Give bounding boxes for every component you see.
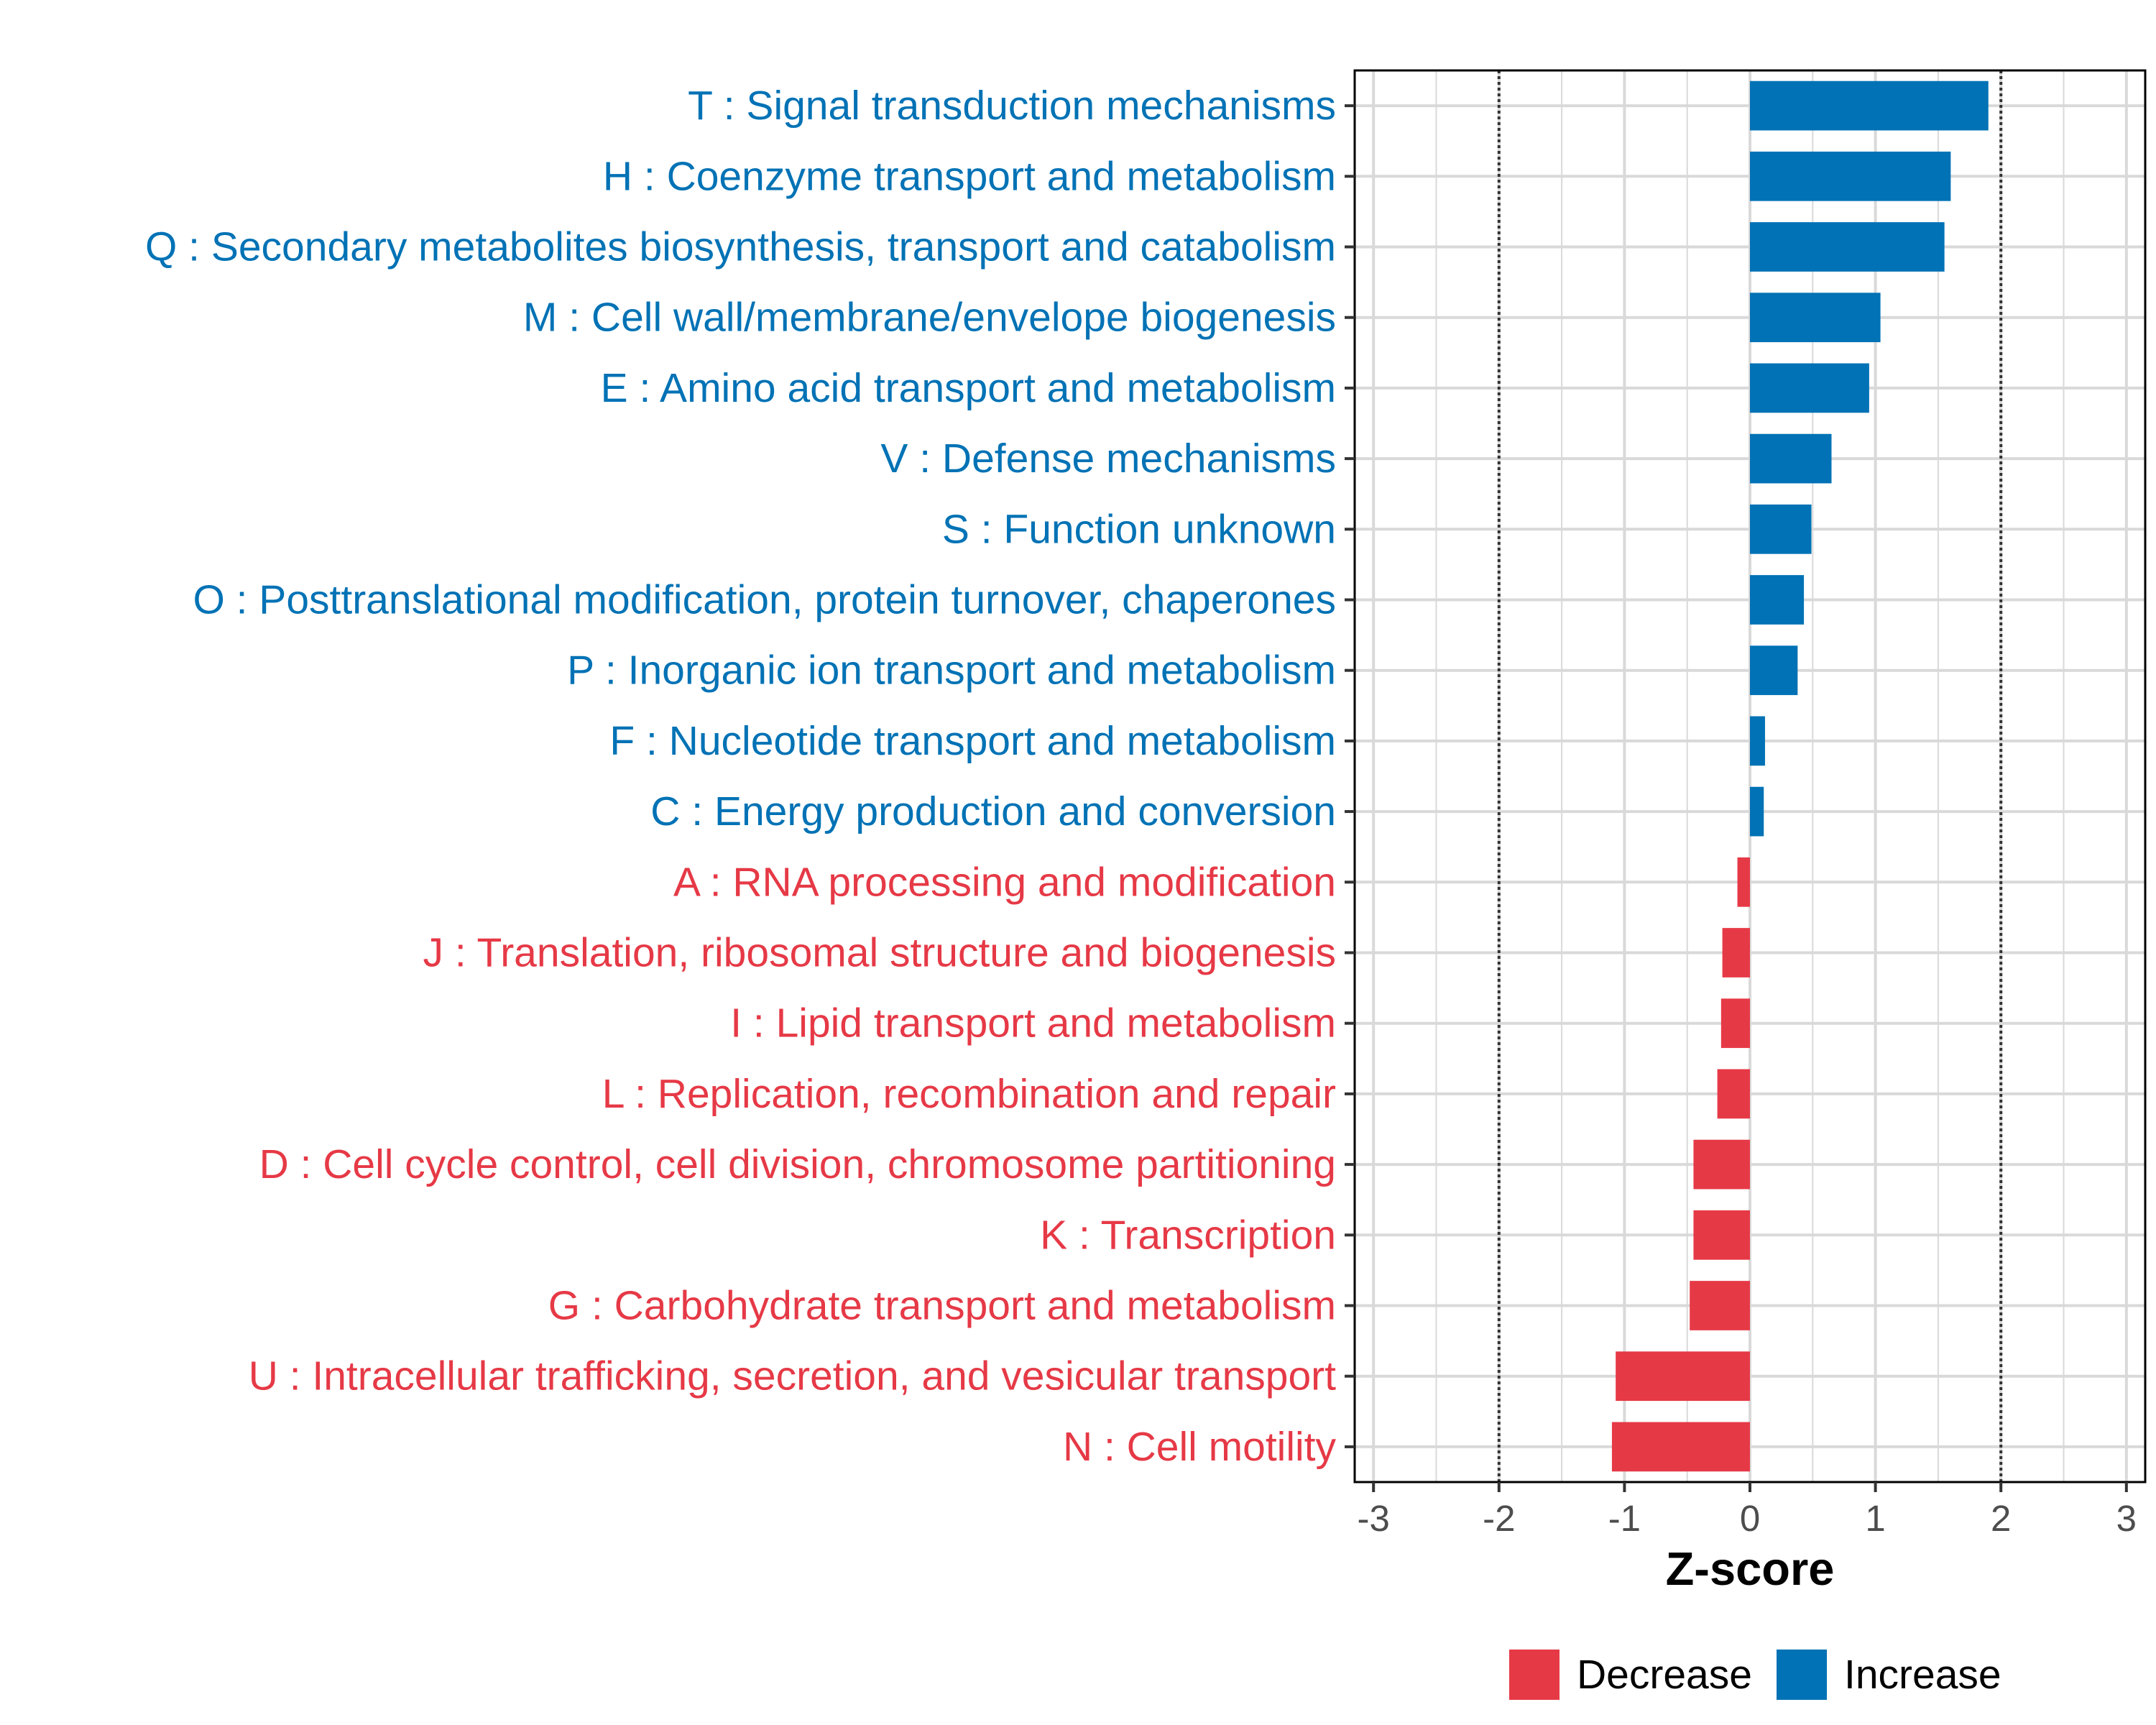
- bar: [1611, 1422, 1750, 1472]
- bar: [1693, 1210, 1750, 1260]
- bar: [1750, 645, 1798, 696]
- x-tick-label: 2: [1991, 1498, 2011, 1539]
- category-label: J : Translation, ribosomal structure and…: [423, 930, 1336, 976]
- category-label: Q : Secondary metabolites biosynthesis, …: [145, 224, 1336, 270]
- category-label: C : Energy production and conversion: [650, 788, 1336, 834]
- x-tick-label: -2: [1483, 1498, 1515, 1539]
- legend-swatch-increase: [1777, 1650, 1827, 1700]
- x-tick-label: 0: [1740, 1498, 1760, 1539]
- x-axis-title: Z-score: [1666, 1542, 1835, 1595]
- category-label: E : Amino acid transport and metabolism: [601, 365, 1336, 411]
- category-label: L : Replication, recombination and repai…: [602, 1071, 1336, 1117]
- category-label: P : Inorganic ion transport and metaboli…: [567, 648, 1336, 694]
- bar: [1750, 433, 1832, 484]
- bar: [1722, 928, 1750, 978]
- bar: [1750, 363, 1869, 413]
- category-label: S : Function unknown: [942, 506, 1336, 552]
- bar: [1720, 998, 1750, 1049]
- x-tick-label: 3: [2116, 1498, 2137, 1539]
- x-tick-label: 1: [1865, 1498, 1885, 1539]
- category-label: H : Coenzyme transport and metabolism: [603, 153, 1336, 199]
- category-label: D : Cell cycle control, cell division, c…: [259, 1141, 1336, 1187]
- legend-label-increase: Increase: [1844, 1652, 2001, 1698]
- bar: [1616, 1351, 1750, 1402]
- bar: [1750, 575, 1805, 625]
- category-label: V : Defense mechanisms: [880, 436, 1336, 482]
- bar: [1750, 716, 1765, 766]
- x-tick-label: -3: [1358, 1498, 1390, 1539]
- bar: [1750, 293, 1881, 343]
- bar: [1717, 1069, 1750, 1119]
- category-label: N : Cell motility: [1063, 1424, 1337, 1470]
- x-tick-label: -1: [1608, 1498, 1641, 1539]
- bar: [1690, 1281, 1750, 1330]
- bar: [1693, 1139, 1750, 1190]
- bar: [1750, 151, 1951, 201]
- category-label: M : Cell wall/membrane/envelope biogenes…: [523, 295, 1336, 341]
- category-label: G : Carbohydrate transport and metabolis…: [548, 1283, 1336, 1329]
- category-label: U : Intracellular trafficking, secretion…: [249, 1353, 1336, 1399]
- bar: [1750, 222, 1945, 272]
- category-label: K : Transcription: [1040, 1212, 1336, 1258]
- legend-label-decrease: Decrease: [1577, 1652, 1752, 1698]
- bar: [1750, 786, 1764, 837]
- category-label: F : Nucleotide transport and metabolism: [609, 718, 1336, 764]
- category-label: O : Posttranslational modification, prot…: [193, 577, 1336, 623]
- category-label: A : RNA processing and modification: [673, 859, 1336, 905]
- category-label: I : Lipid transport and metabolism: [730, 1000, 1336, 1046]
- bar: [1737, 857, 1750, 907]
- bar: [1750, 80, 1989, 131]
- legend-swatch-decrease: [1509, 1650, 1560, 1700]
- category-label: T : Signal transduction mechanisms: [688, 83, 1336, 129]
- bar: [1750, 504, 1812, 554]
